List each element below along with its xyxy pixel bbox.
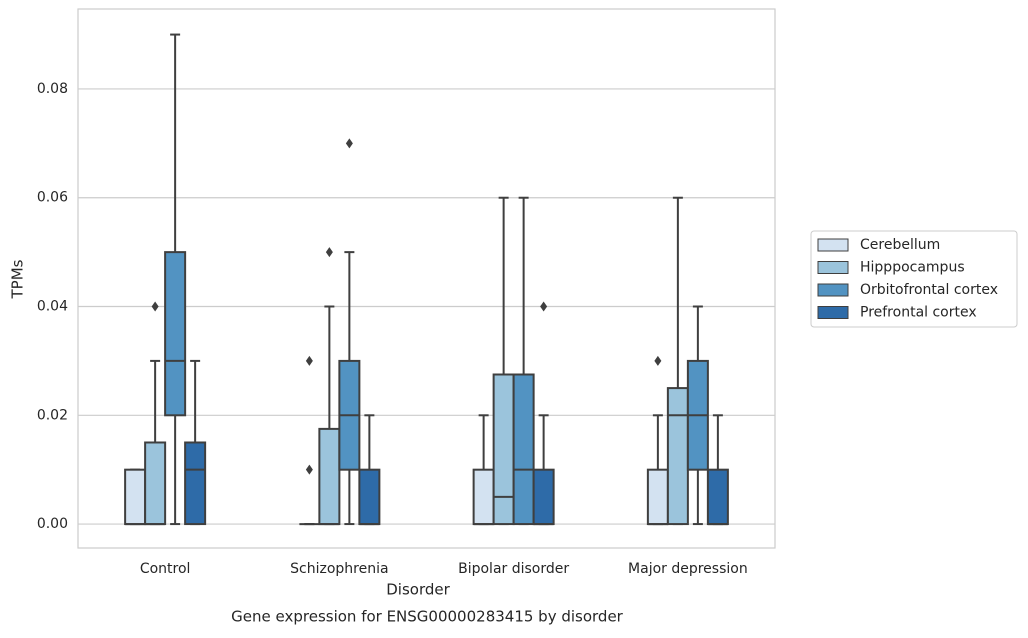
box [472, 468, 495, 526]
legend-label: Orbitofrontal cortex [860, 282, 998, 298]
legend-swatch [817, 261, 849, 274]
flier [305, 355, 313, 366]
legend-box [810, 230, 1018, 328]
flier [151, 301, 159, 312]
x-tick-label: Major depression [628, 561, 748, 577]
x-axis-label: Disorder [386, 581, 450, 599]
box [318, 427, 341, 526]
legend-label: Prefrontal cortex [860, 305, 977, 321]
flier [305, 464, 313, 475]
x-tick-label: Bipolar disorder [458, 561, 569, 577]
flier [325, 247, 333, 258]
y-tick-label: 0.06 [37, 190, 68, 206]
box [512, 373, 535, 526]
legend-swatch [817, 283, 849, 297]
x-tick-label: Schizophrenia [290, 561, 388, 577]
box [646, 468, 669, 526]
y-tick-label: 0.02 [37, 407, 68, 423]
y-tick-label: 0.08 [37, 81, 68, 97]
y-tick-label: 0.00 [37, 516, 68, 532]
y-tick-label: 0.04 [37, 299, 68, 315]
box [532, 468, 555, 526]
flier [540, 301, 548, 312]
legend-swatch [817, 306, 849, 319]
legend-swatch [817, 238, 849, 252]
box [124, 468, 147, 526]
y-axis-label: TPMs [9, 259, 27, 299]
box [706, 468, 729, 526]
chart-title: Gene expression for ENSG00000283415 by d… [231, 608, 624, 626]
flier [345, 138, 353, 149]
box [144, 441, 167, 526]
box [666, 387, 689, 526]
x-tick-label: Control [140, 561, 191, 577]
legend-label: Cerebellum [860, 237, 940, 253]
box [164, 251, 187, 417]
box [358, 468, 381, 526]
box [492, 373, 515, 526]
legend-label: Hipppocampus [860, 260, 965, 276]
flier [654, 355, 662, 366]
box [184, 441, 207, 526]
